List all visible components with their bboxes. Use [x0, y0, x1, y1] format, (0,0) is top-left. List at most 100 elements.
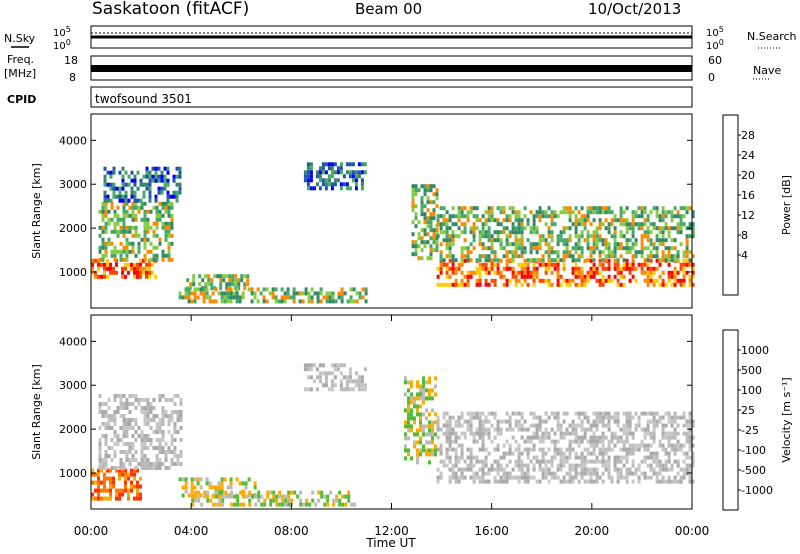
echo-cell	[568, 479, 572, 484]
echo-cell	[505, 419, 509, 424]
echo-cell	[410, 400, 413, 405]
echo-cell	[592, 206, 596, 211]
echo-cell	[604, 447, 608, 452]
echo-cell	[237, 286, 241, 291]
echo-cell	[348, 375, 352, 380]
echo-cell	[550, 439, 554, 444]
echo-cell	[460, 431, 464, 436]
echo-cell	[496, 218, 500, 223]
echo-cell	[592, 451, 596, 456]
echo-cell	[131, 233, 135, 238]
echo-cell	[550, 230, 554, 235]
echo-cell	[407, 448, 410, 453]
echo-cell	[454, 278, 458, 283]
echo-cell	[318, 170, 322, 175]
echo-cell	[161, 414, 165, 418]
echo-cell	[164, 442, 168, 446]
echo-cell	[344, 502, 348, 507]
echo-cell	[94, 472, 97, 477]
echo-cell	[622, 234, 626, 239]
echo-cell	[628, 467, 632, 472]
echo-cell	[640, 262, 644, 267]
echo-cell	[658, 242, 662, 247]
echo-cell	[133, 472, 136, 477]
echo-cell	[103, 262, 106, 267]
echo-cell	[333, 178, 337, 183]
echo-cell	[586, 258, 590, 263]
echo-cell	[490, 278, 494, 283]
echo-cell	[574, 455, 578, 460]
colorbar-tick-label: 12	[741, 209, 755, 222]
echo-cell	[140, 237, 144, 242]
echo-cell	[101, 402, 105, 406]
echo-cell	[619, 222, 623, 227]
echo-cell	[434, 448, 437, 453]
echo-cell	[637, 419, 641, 424]
echo-cell	[616, 266, 620, 271]
echo-cell	[562, 459, 566, 464]
echo-cell	[637, 222, 641, 227]
echo-cell	[574, 226, 578, 231]
echo-cell	[499, 467, 503, 472]
echo-cell	[101, 229, 105, 234]
echo-cell	[361, 295, 365, 300]
echo-cell	[190, 291, 194, 296]
echo-cell	[175, 182, 179, 187]
echo-cell	[631, 471, 635, 476]
echo-cell	[577, 258, 581, 263]
echo-cell	[517, 475, 521, 480]
echo-cell	[637, 214, 641, 219]
echo-cell	[407, 396, 410, 401]
echo-cell	[127, 488, 130, 493]
echo-cell	[354, 182, 358, 187]
echo-cell	[472, 222, 476, 227]
echo-cell	[152, 466, 156, 470]
echo-cell	[146, 410, 150, 414]
echo-cell	[496, 262, 500, 267]
echo-cell	[484, 234, 488, 239]
echo-cell	[235, 291, 239, 296]
echo-cell	[661, 270, 665, 275]
echo-cell	[490, 262, 494, 267]
echo-cell	[214, 287, 218, 292]
echo-cell	[655, 250, 659, 255]
echo-cell	[140, 410, 144, 414]
echo-cell	[616, 419, 620, 424]
echo-cell	[577, 439, 581, 444]
echo-cell	[583, 427, 587, 432]
echo-cell	[429, 228, 433, 233]
echo-cell	[445, 411, 449, 416]
echo-cell	[353, 502, 357, 507]
echo-cell	[442, 222, 446, 227]
echo-cell	[116, 394, 120, 398]
echo-cell	[691, 262, 695, 267]
echo-cell	[435, 188, 439, 193]
echo-cell	[472, 238, 476, 243]
echo-cell	[327, 174, 331, 179]
echo-cell	[655, 479, 659, 484]
echo-cell	[670, 443, 674, 448]
echo-cell	[529, 210, 533, 215]
echo-cell	[688, 278, 692, 283]
echo-cell	[514, 439, 518, 444]
echo-cell	[562, 254, 566, 259]
echo-cell	[523, 206, 527, 211]
echo-cell	[410, 380, 413, 385]
echo-cell	[475, 206, 479, 211]
echo-cell	[411, 240, 415, 245]
echo-cell	[100, 468, 103, 473]
echo-cell	[550, 234, 554, 239]
echo-cell	[208, 485, 212, 490]
echo-cell	[152, 205, 156, 210]
echo-cell	[170, 458, 174, 462]
echo-cell	[685, 246, 689, 251]
echo-cell	[101, 217, 105, 222]
echo-cell	[152, 462, 156, 466]
echo-cell	[664, 459, 668, 464]
echo-cell	[271, 291, 275, 296]
echo-cell	[613, 435, 617, 440]
echo-cell	[125, 422, 129, 426]
echo-cell	[106, 198, 110, 203]
echo-cell	[439, 459, 443, 464]
